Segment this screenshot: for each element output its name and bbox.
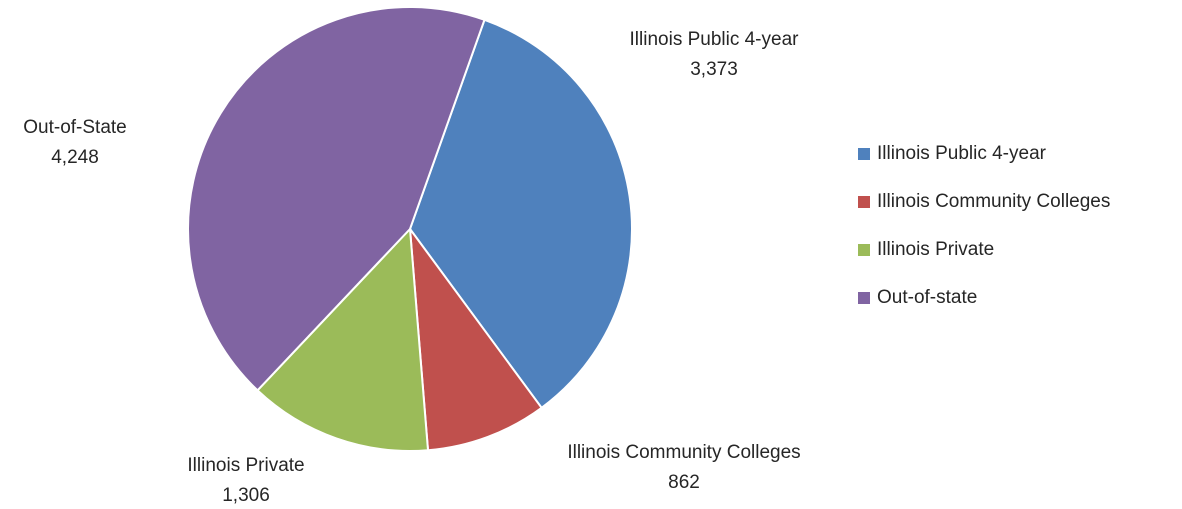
- data-label-category-illinois-public-4-year: Illinois Public 4-year: [630, 29, 800, 50]
- chart-legend: Illinois Public 4-year Illinois Communit…: [858, 142, 1110, 334]
- legend-label: Illinois Community Colleges: [877, 191, 1111, 212]
- legend-item-illinois-community-colleges: Illinois Community Colleges: [858, 190, 1110, 214]
- pie-data-labels: Illinois Public 4-year 3,373 Illinois Comm…: [23, 29, 800, 506]
- legend-swatch: [858, 148, 870, 160]
- legend-swatch: [858, 292, 870, 304]
- pie-slice-illinois-public-4-year: [408, 18, 633, 410]
- data-label-category-out-of-state: Out-of-State: [23, 117, 127, 138]
- data-label-category-illinois-community-colleges: Illinois Community Colleges: [567, 442, 800, 463]
- legend-label: Illinois Private: [877, 239, 995, 260]
- pie-slice-out-of-state: [187, 6, 486, 392]
- data-label-category-illinois-private: Illinois Private: [187, 455, 304, 476]
- legend-item-illinois-private: Illinois Private: [858, 238, 1110, 262]
- legend-label: Out-of-state: [877, 287, 978, 308]
- data-label-value-illinois-community-colleges: 862: [668, 472, 700, 493]
- legend-item-out-of-state: Out-of-state: [858, 286, 1110, 310]
- data-label-value-illinois-public-4-year: 3,373: [690, 59, 738, 80]
- legend-swatch: [858, 244, 870, 256]
- legend-item-illinois-public-4-year: Illinois Public 4-year: [858, 142, 1110, 166]
- legend-label: Illinois Public 4-year: [877, 143, 1046, 164]
- legend-swatch: [858, 196, 870, 208]
- pie-slices: [187, 6, 633, 452]
- pie-slice-illinois-community-colleges: [408, 225, 543, 452]
- data-label-value-out-of-state: 4,248: [51, 147, 99, 168]
- pie-slice-illinois-private: [256, 226, 430, 452]
- data-label-value-illinois-private: 1,306: [222, 485, 270, 506]
